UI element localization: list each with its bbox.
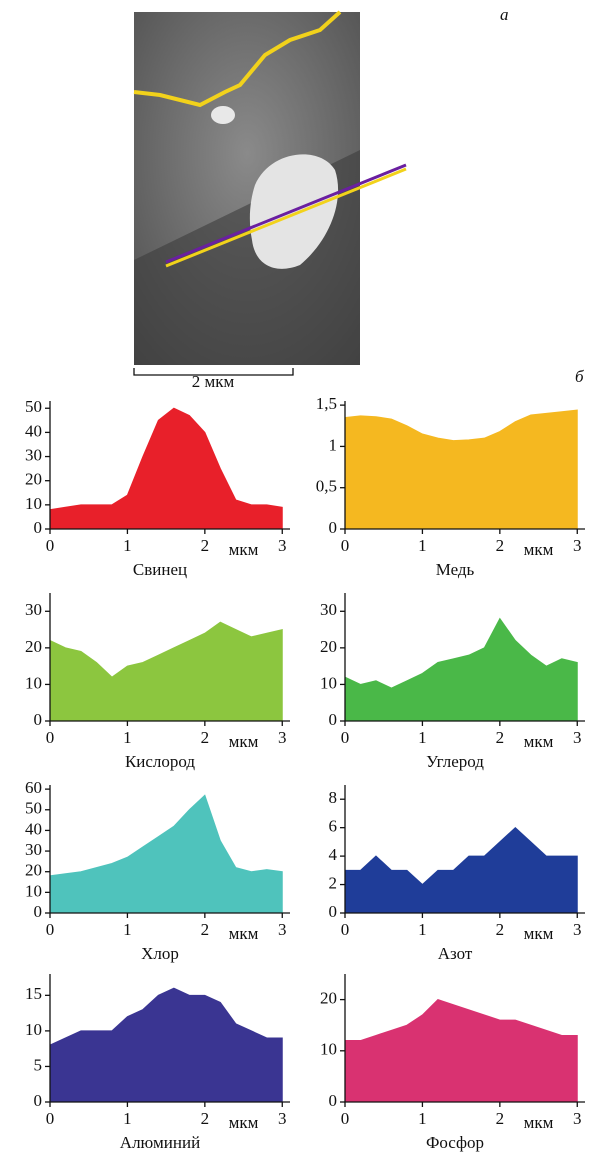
y-tick-label: 0 bbox=[34, 518, 43, 537]
y-tick-label: 10 bbox=[320, 673, 337, 692]
panel-label: а bbox=[500, 5, 509, 24]
y-tick-label: 60 bbox=[25, 778, 42, 797]
y-tick-label: 0,5 bbox=[316, 477, 337, 496]
y-tick-label: 5 bbox=[34, 1055, 43, 1074]
profile-area bbox=[344, 409, 578, 530]
y-tick-label: 0 bbox=[329, 1091, 338, 1110]
x-tick-label: 1 bbox=[418, 728, 427, 747]
x-tick-label: 0 bbox=[341, 920, 350, 939]
chart-title: Алюминий bbox=[120, 1133, 200, 1152]
y-tick-label: 10 bbox=[320, 1040, 337, 1059]
y-tick-label: 30 bbox=[25, 600, 42, 619]
y-tick-label: 8 bbox=[329, 788, 338, 807]
x-tick-label: 2 bbox=[201, 1109, 210, 1128]
y-tick-label: 20 bbox=[25, 637, 42, 656]
y-tick-label: 20 bbox=[25, 861, 42, 880]
x-tick-label: 3 bbox=[278, 920, 287, 939]
y-tick-label: 15 bbox=[25, 984, 42, 1003]
x-axis-label: мкм bbox=[229, 540, 259, 559]
x-tick-label: 0 bbox=[46, 728, 55, 747]
x-tick-label: 0 bbox=[341, 536, 350, 555]
x-tick-label: 3 bbox=[278, 728, 287, 747]
x-tick-label: 0 bbox=[341, 1109, 350, 1128]
y-tick-label: 0 bbox=[34, 710, 43, 729]
y-tick-label: 1 bbox=[329, 435, 338, 454]
x-tick-label: 2 bbox=[201, 920, 210, 939]
x-tick-label: 2 bbox=[496, 1109, 505, 1128]
x-tick-label: 1 bbox=[123, 728, 132, 747]
profile-area bbox=[49, 621, 283, 722]
x-tick-label: 1 bbox=[418, 920, 427, 939]
x-axis-label: мкм bbox=[229, 732, 259, 751]
y-tick-label: 0 bbox=[34, 1091, 43, 1110]
x-tick-label: 3 bbox=[573, 1109, 582, 1128]
y-tick-label: 40 bbox=[25, 819, 42, 838]
y-tick-label: 10 bbox=[25, 1020, 42, 1039]
x-axis-label: мкм bbox=[229, 924, 259, 943]
y-tick-label: 1,5 bbox=[316, 394, 337, 413]
sem-image bbox=[133, 10, 407, 365]
x-tick-label: 3 bbox=[573, 728, 582, 747]
x-tick-label: 3 bbox=[573, 536, 582, 555]
y-tick-label: 2 bbox=[329, 873, 338, 892]
x-axis-label: мкм bbox=[524, 1113, 554, 1132]
y-tick-label: 4 bbox=[329, 845, 338, 864]
y-tick-label: 50 bbox=[25, 397, 42, 416]
profile-area bbox=[49, 794, 283, 914]
x-axis-label: мкм bbox=[229, 1113, 259, 1132]
x-tick-label: 1 bbox=[123, 920, 132, 939]
profile-area bbox=[344, 999, 578, 1103]
chart-title: Углерод bbox=[426, 752, 484, 771]
x-tick-label: 1 bbox=[123, 536, 132, 555]
x-tick-label: 3 bbox=[278, 1109, 287, 1128]
profile-area bbox=[344, 826, 578, 914]
x-tick-label: 2 bbox=[201, 536, 210, 555]
y-tick-label: 10 bbox=[25, 881, 42, 900]
profile-area bbox=[344, 617, 578, 722]
x-tick-label: 3 bbox=[573, 920, 582, 939]
y-tick-label: 50 bbox=[25, 799, 42, 818]
y-tick-label: 0 bbox=[34, 902, 43, 921]
profile-area bbox=[49, 987, 283, 1103]
x-axis-label: мкм bbox=[524, 732, 554, 751]
y-tick-label: 10 bbox=[25, 673, 42, 692]
x-tick-label: 1 bbox=[418, 1109, 427, 1128]
chart-title: Азот bbox=[438, 944, 473, 963]
scale-bar bbox=[133, 368, 294, 376]
chart-title: Фосфор bbox=[426, 1133, 484, 1152]
y-tick-label: 40 bbox=[25, 421, 42, 440]
x-axis-label: мкм bbox=[524, 924, 554, 943]
y-tick-label: 30 bbox=[25, 445, 42, 464]
x-tick-label: 2 bbox=[496, 728, 505, 747]
x-tick-label: 1 bbox=[418, 536, 427, 555]
panel-label: б bbox=[575, 367, 584, 386]
y-tick-label: 6 bbox=[329, 817, 338, 836]
x-tick-label: 0 bbox=[46, 920, 55, 939]
x-tick-label: 2 bbox=[496, 536, 505, 555]
y-tick-label: 20 bbox=[25, 470, 42, 489]
chart-title: Свинец bbox=[133, 560, 187, 579]
y-tick-label: 10 bbox=[25, 494, 42, 513]
scale-bar-label: 2 мкм bbox=[192, 372, 235, 391]
chart-title: Кислород bbox=[125, 752, 195, 771]
chart-title: Медь bbox=[436, 560, 475, 579]
y-tick-label: 20 bbox=[320, 637, 337, 656]
x-tick-label: 0 bbox=[46, 536, 55, 555]
chart-title: Хлор bbox=[141, 944, 179, 963]
y-tick-label: 0 bbox=[329, 518, 338, 537]
x-tick-label: 0 bbox=[341, 728, 350, 747]
x-tick-label: 2 bbox=[496, 920, 505, 939]
y-tick-label: 30 bbox=[320, 600, 337, 619]
y-tick-label: 30 bbox=[25, 840, 42, 859]
y-tick-label: 0 bbox=[329, 710, 338, 729]
x-tick-label: 3 bbox=[278, 536, 287, 555]
y-tick-label: 20 bbox=[320, 989, 337, 1008]
x-axis-label: мкм bbox=[524, 540, 554, 559]
y-tick-label: 0 bbox=[329, 902, 338, 921]
profile-area bbox=[49, 407, 283, 530]
x-tick-label: 1 bbox=[123, 1109, 132, 1128]
x-tick-label: 2 bbox=[201, 728, 210, 747]
x-tick-label: 0 bbox=[46, 1109, 55, 1128]
